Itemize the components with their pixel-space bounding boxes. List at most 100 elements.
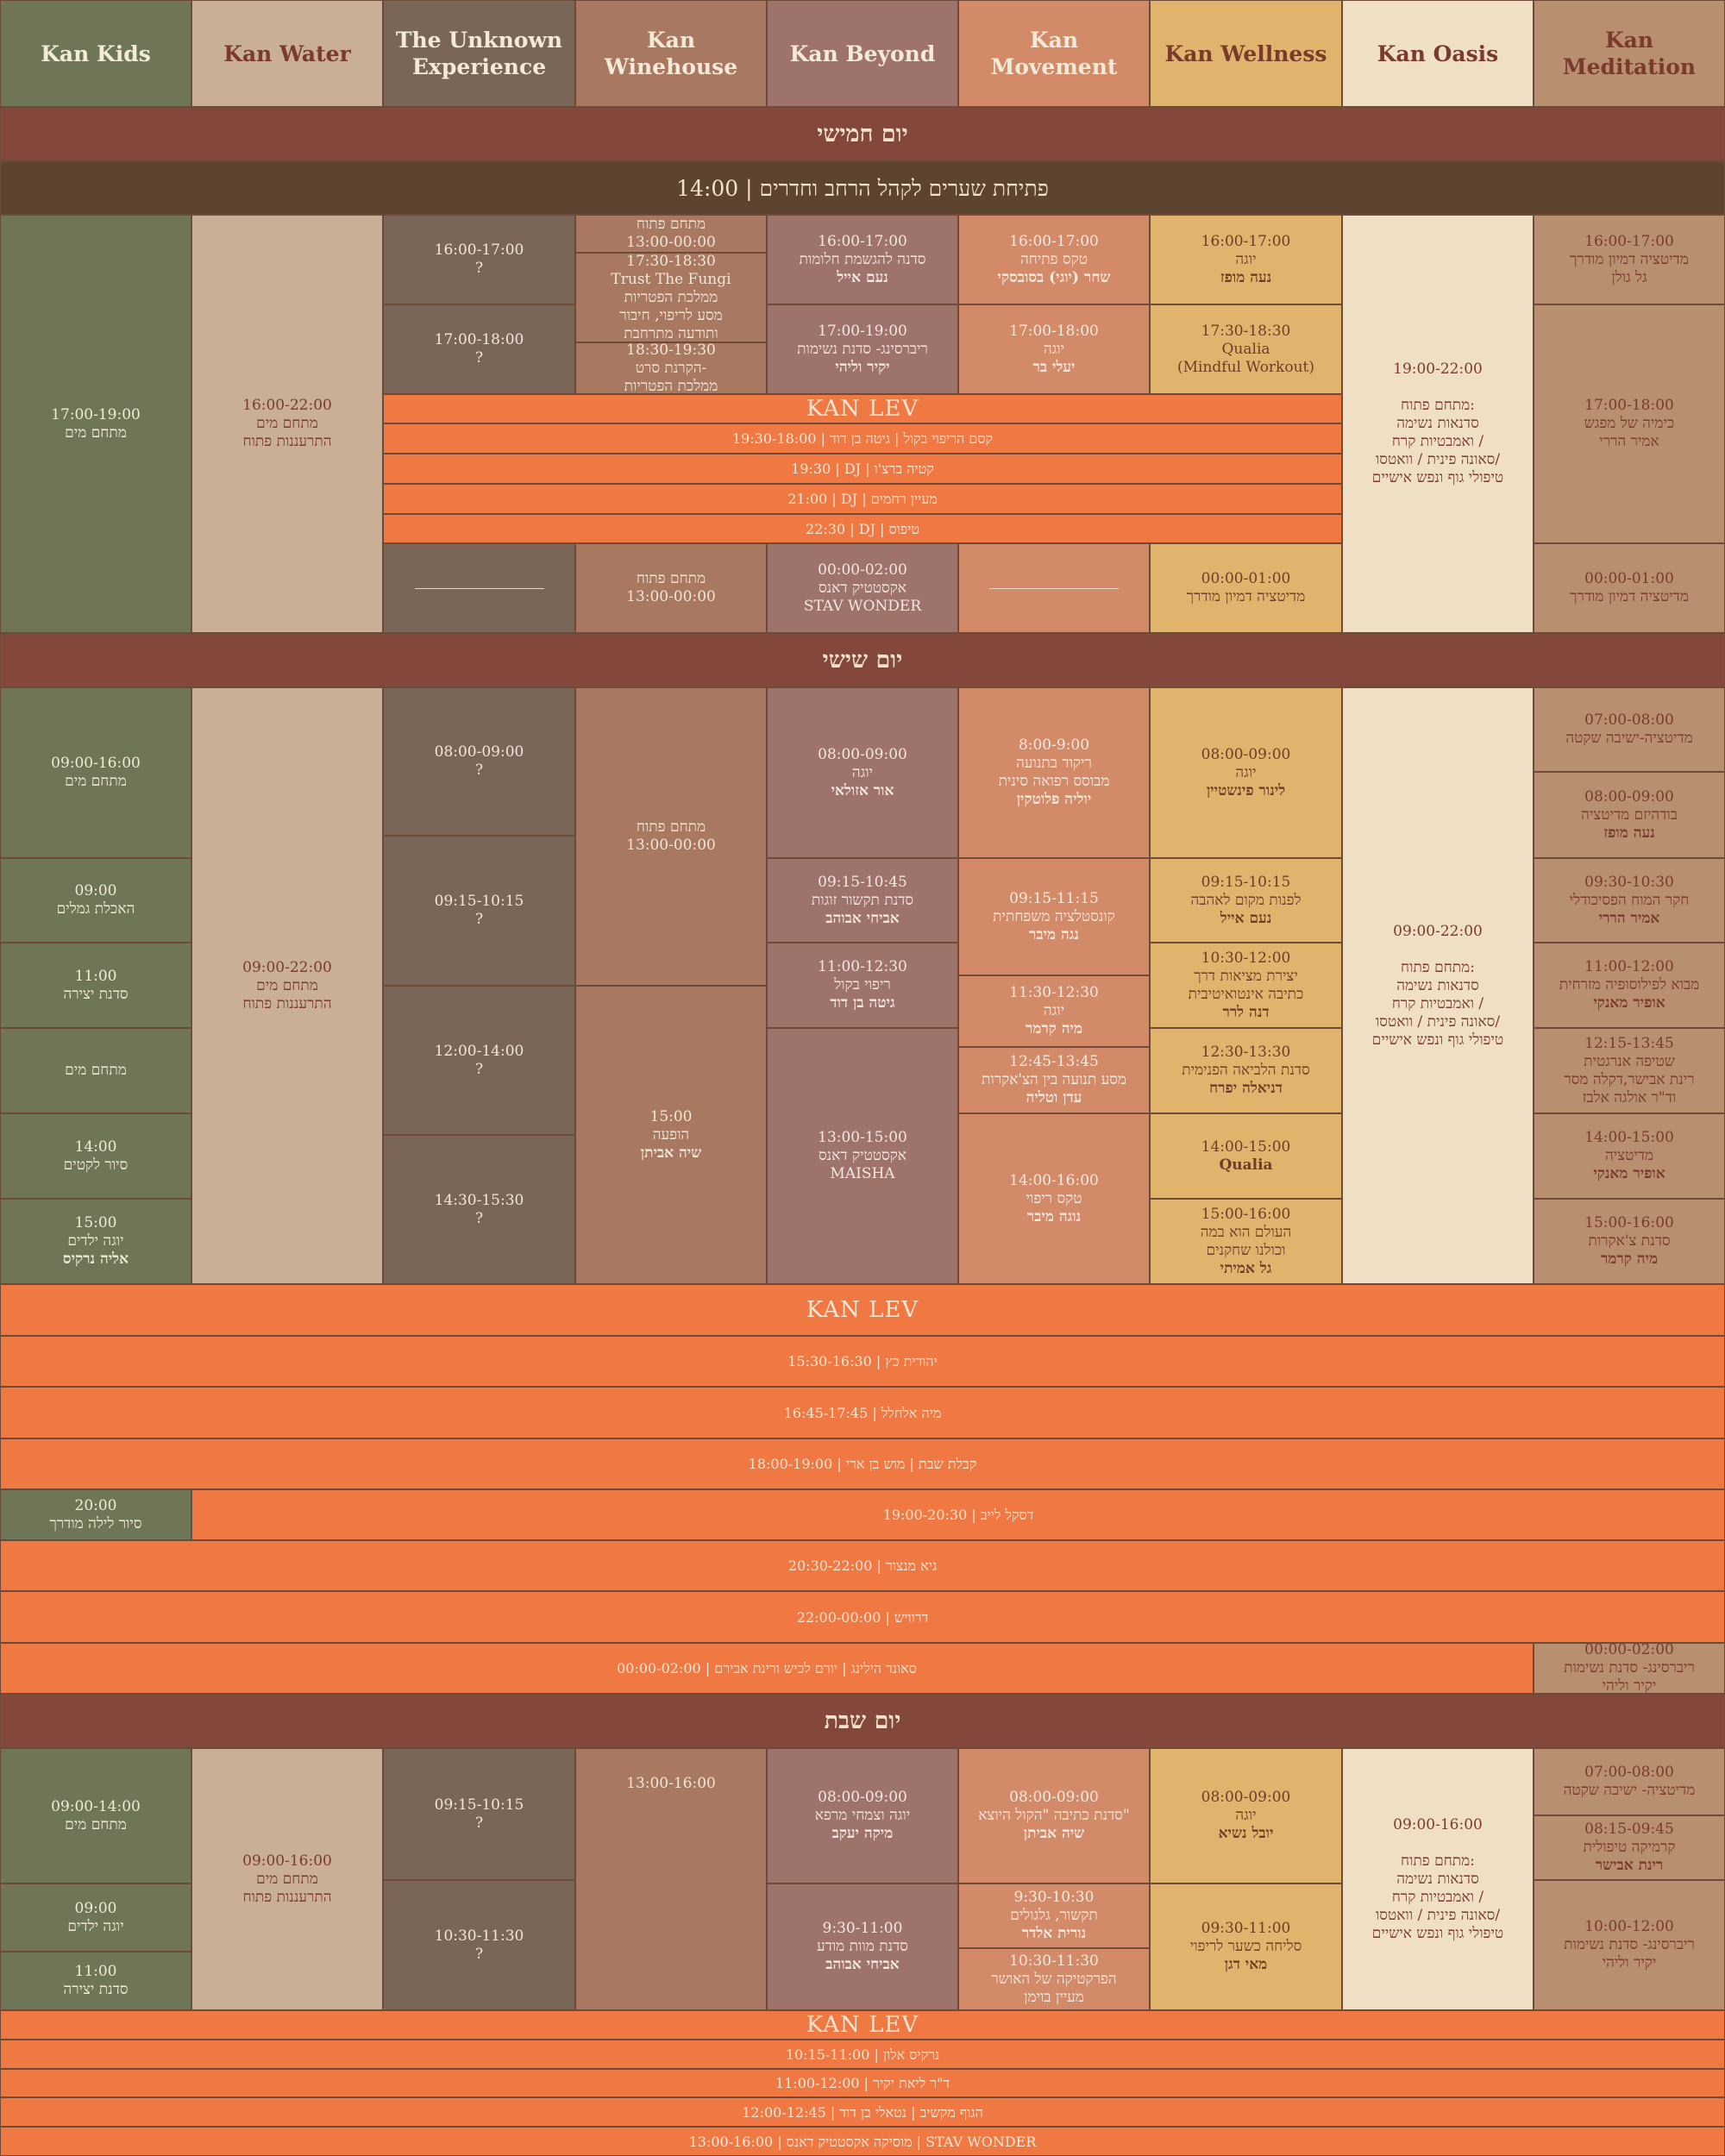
cell-line: יצירת מציאות דרך — [1194, 967, 1298, 985]
column-title: Kan Wellness — [1164, 41, 1327, 66]
cell-line: 17:30-18:30 — [626, 253, 716, 270]
cell-line: סדנת כתיבה "הקול היוצא" — [978, 1807, 1130, 1824]
fri-wellness-5: 14:00-15:00 Qualia — [1150, 1113, 1342, 1199]
cell-line: 09:00 — [74, 1899, 117, 1917]
day-banner-friday: יום שישי — [0, 633, 1725, 687]
thu-winehouse-2: 17:30-18:30 Trust The Fungi ממלכת הפטריות מ… — [575, 253, 767, 342]
cell-line: 08:00-09:00 — [818, 1789, 907, 1806]
cell-line: בודהיזם מדיטציה — [1581, 805, 1678, 824]
cell-line: ואמבטיות קרח / — [1391, 433, 1484, 450]
column-header-water: Kan Water — [191, 0, 383, 107]
cell-line: אור אזולאי — [831, 781, 894, 799]
fri-kids-night: 20:00 סיור לילה מודרך — [0, 1489, 191, 1540]
cell-line: מדיטציה- ישיבה שקטה — [1563, 1782, 1696, 1799]
fri-beyond-4: 13:00-15:00 אקסטטיק דאנס MAISHA — [767, 1028, 958, 1284]
cell-line: חקר המוח הפסיכודלי — [1569, 891, 1690, 909]
cell-line — [1435, 1834, 1440, 1852]
cell-text: 16:45-17:45 | מיה אלחלל — [783, 1404, 942, 1421]
sat-winehouse: 13:00-16:00 — [575, 1748, 767, 2010]
cell-line: 11:00-12:00 — [1584, 958, 1674, 975]
column-title: Kan Winehouse — [604, 28, 738, 79]
cell-text: 13:00-16:00 | מוסיקה אקסטטיק דאנס | STAV… — [688, 2133, 1037, 2150]
day-banner-thursday: יום חמישי — [0, 107, 1725, 161]
cell-line: אופיר מאנקי — [1593, 1165, 1665, 1182]
column-header-kids: Kan Kids — [0, 0, 191, 107]
cell-line: נוגה מיבר — [1026, 1207, 1082, 1225]
cell-line: 14:00-15:00 — [1584, 1129, 1674, 1146]
cell-line: 16:00-17:00 — [434, 241, 524, 259]
fri-kan-lev-slot-6: 22:00-00:00 | דרוויש — [0, 1591, 1725, 1643]
cell-line: ותודעה מתרחבת — [624, 324, 718, 342]
day-banner-saturday: יום שבת — [0, 1694, 1725, 1748]
cell-line: יוגה — [1043, 340, 1065, 358]
cell-line: מדיטציה-ישיבה שקטה — [1565, 730, 1693, 747]
column-header-beyond: Kan Beyond — [767, 0, 958, 107]
thu-kan-lev-title: KAN LEV — [383, 394, 1342, 423]
column-title: Kan Movement — [990, 28, 1118, 79]
cell-line: 10:00-12:00 — [1584, 1918, 1674, 1935]
cell-line: נורית אלדר — [1021, 1925, 1087, 1942]
fri-kan-lev-slot-2: 16:45-17:45 | מיה אלחלל — [0, 1387, 1725, 1438]
thu-winehouse-late: מתחם פתוח 13:00-00:00 — [575, 543, 767, 633]
cell-text: 20:30-22:00 | גיא מנצור — [787, 1557, 938, 1574]
thu-movement-1: 16:00-17:00 טקס פתיחה שחר (יוגי) בסובסקי — [958, 215, 1150, 304]
cell-text: 00:00-02:00 | סאונד הילינג | יורם לכיש ו… — [617, 1660, 917, 1677]
cell-line: Qualia — [1219, 1156, 1273, 1174]
cell-line: סדנת תקשור זוגות — [811, 891, 914, 909]
cell-line: מתחם מים — [256, 415, 318, 432]
cell-line: יוגה וצמחי מרפא — [814, 1807, 911, 1824]
cell-line: ריברסינג- סדנת נשימות — [1564, 1659, 1695, 1677]
cell-line: הקרנת סרט- — [635, 359, 707, 377]
cell-line: 16:00-22:00 — [242, 397, 332, 414]
cell-line: מסע לריפוי, חיבור — [619, 306, 723, 324]
cell-line: סדנת יצירה — [63, 1981, 129, 1998]
column-header-meditation: Kan Meditation — [1534, 0, 1725, 107]
cell-line: גל גולן — [1611, 268, 1647, 286]
cell-line: מדיטציה דמיון מודרך — [1570, 250, 1689, 268]
cell-line: Qualia — [1221, 340, 1270, 358]
cell-line: 00:00-02:00 — [818, 561, 907, 579]
cell-line: 17:00-18:00 — [1009, 322, 1099, 340]
cell-text: 21:00 | DJ | מעיין רחמים — [787, 491, 938, 507]
thu-wellness-1: 16:00-17:00 יוגה נעה מופז — [1150, 215, 1342, 304]
cell-line: 10:30-11:30 — [1009, 1952, 1099, 1970]
cell-line: 15:00-16:00 — [1584, 1214, 1674, 1232]
sat-movement-2: 9:30-10:30 תקשור, גלגולים נורית אלדר — [958, 1883, 1150, 1948]
cell-line: 13:00-00:00 — [626, 234, 716, 251]
fri-kids-1: 09:00-16:00 מתחם מים — [0, 687, 191, 858]
cell-line: מתחם מים — [65, 773, 127, 790]
cell-line: לינור פינשטיין — [1206, 781, 1286, 799]
cell-line: מתחם פתוח — [636, 570, 706, 587]
cell-line: ? — [474, 1814, 484, 1832]
fri-meditation-7: 15:00-16:00 סדנת צ'אקרות מיה קרמר — [1534, 1199, 1725, 1284]
sat-kan-lev-slot-2: 11:00-12:00 | ד"ר ליאת יקיר — [0, 2069, 1725, 2097]
cell-line: מיה קרמר — [1025, 1020, 1083, 1037]
cell-line: אמיר הררי — [1598, 909, 1660, 927]
cell-text: KAN LEV — [806, 1296, 919, 1323]
cell-line: התרעננות פתוח — [242, 994, 332, 1012]
cell-line: דנה לרר — [1222, 1003, 1270, 1021]
fri-movement-2: 09:15-11:15 קונסטלציה משפחתית נגה מיבר — [958, 858, 1150, 975]
cell-line: 9:30-11:00 — [822, 1920, 903, 1937]
fri-kan-lev-slot-4: 19:00-20:30 | דסקל לייב — [191, 1489, 1725, 1540]
cell-line: ? — [474, 761, 484, 779]
cell-line: ריקוד בתנועה — [1016, 755, 1092, 772]
cell-line: טקס פתיחה — [1019, 250, 1088, 268]
thu-kan-lev-slot-4: 22:30 | DJ | טיפוס — [383, 514, 1342, 543]
cell-line: 16:00-17:00 — [1584, 232, 1674, 250]
fri-winehouse-1: מתחם פתוח 13:00-00:00 — [575, 687, 767, 986]
thu-wellness-2: 17:30-18:30 Qualia (Mindful Workout) — [1150, 304, 1342, 394]
fri-meditation-2: 08:00-09:00 בודהיזם מדיטציה נעה מופז — [1534, 772, 1725, 858]
cell-line: 18:30-19:30 — [626, 342, 716, 359]
cell-line: 14:00-16:00 — [1009, 1171, 1099, 1189]
cell-line: תקשור, גלגולים — [1010, 1907, 1098, 1924]
cell-line: סדנת יצירה — [63, 985, 129, 1003]
cell-line: 09:00-22:00 — [1393, 922, 1483, 940]
column-title: Kan Beyond — [789, 41, 936, 66]
cell-line: מתחם פתוח — [636, 216, 706, 233]
thu-beyond-late: 00:00-02:00 אקסטטיק דאנס STAV WONDER — [767, 543, 958, 633]
cell-line: יקיר וליהי — [1602, 1677, 1657, 1694]
fri-kids-4: מתחם מים — [0, 1028, 191, 1113]
cell-line: 09:15-10:15 — [434, 893, 524, 910]
fri-kids-6: 15:00 יוגה ילדים אליה נרקיס — [0, 1199, 191, 1284]
